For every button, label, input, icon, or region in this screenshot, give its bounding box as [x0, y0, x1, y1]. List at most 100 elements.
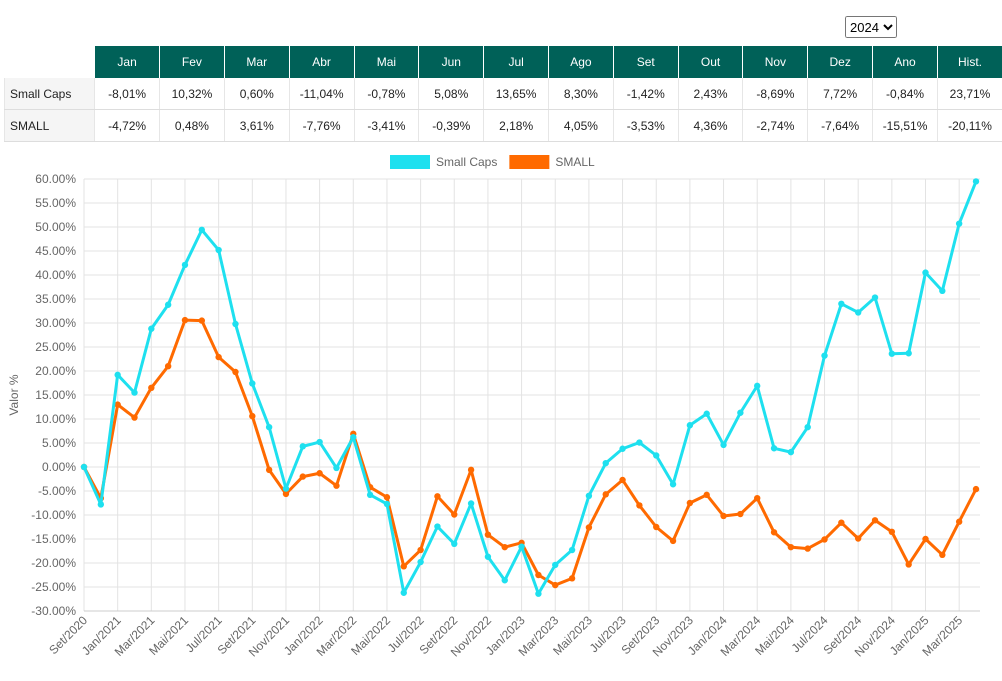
data-point	[905, 350, 912, 357]
data-point	[501, 577, 508, 584]
header-cell: Mai	[353, 46, 419, 78]
data-point	[198, 317, 206, 324]
data-point	[754, 495, 761, 502]
data-point	[366, 491, 374, 499]
data-point	[383, 500, 391, 508]
data-point	[484, 531, 492, 538]
table-cell: -11,04%	[288, 78, 355, 110]
year-select[interactable]: 2024	[845, 16, 897, 38]
data-point	[434, 493, 441, 500]
data-point	[181, 261, 189, 269]
series-line	[82, 318, 978, 587]
table-cell: 4,36%	[677, 109, 743, 142]
table-cell: 3,61%	[223, 109, 290, 142]
y-tick-label: 60.00%	[35, 172, 76, 186]
row-name: SMALL	[3, 109, 95, 142]
data-point	[333, 482, 340, 489]
data-point	[787, 543, 795, 551]
data-point	[451, 511, 458, 518]
data-point	[552, 581, 559, 589]
data-point	[484, 553, 492, 560]
table-cell: -3,53%	[612, 109, 679, 142]
data-point	[602, 491, 609, 498]
table-cell: 2,43%	[677, 78, 743, 110]
table-cell: -8,01%	[94, 78, 160, 110]
y-tick-label: 5.00%	[42, 436, 76, 450]
table-cell: -8,69%	[742, 78, 808, 110]
data-point	[97, 501, 105, 508]
data-point	[80, 463, 88, 471]
data-point	[282, 490, 290, 498]
data-point	[434, 523, 441, 530]
header-cell: Dez	[807, 46, 873, 78]
data-point	[838, 300, 845, 307]
header-cell: Jun	[418, 46, 484, 78]
data-point	[249, 380, 256, 387]
series-line	[82, 180, 978, 596]
header-cell: Ago	[548, 46, 614, 78]
data-point	[131, 414, 138, 421]
data-point	[854, 535, 862, 542]
header-cell: Hist.	[936, 46, 1002, 78]
y-tick-label: -10.00%	[31, 508, 76, 522]
data-point	[350, 434, 357, 441]
data-point	[585, 524, 593, 531]
legend-swatch	[509, 155, 550, 169]
data-point	[131, 389, 138, 396]
monthly-table: Jan Fev Mar Abr Mai Jun Jul Ago Set Out Nov Dez Ano H…	[3, 46, 1002, 142]
header-blank	[4, 46, 95, 78]
data-point	[619, 476, 626, 484]
data-point	[232, 368, 239, 376]
data-point	[838, 519, 845, 526]
data-point	[619, 445, 626, 452]
data-point	[501, 543, 508, 551]
y-tick-label: 45.00%	[35, 244, 76, 258]
data-point	[232, 320, 239, 328]
data-point	[686, 499, 694, 507]
data-point	[754, 382, 761, 390]
data-point	[636, 439, 643, 446]
y-tick-label: 50.00%	[35, 220, 76, 234]
table-cell: 0,60%	[223, 78, 290, 110]
table-cell: -20,11%	[936, 109, 1002, 142]
header-cell: Fev	[159, 46, 225, 78]
data-point	[249, 412, 256, 420]
y-tick-label: 35.00%	[35, 292, 76, 306]
legend-swatch	[390, 155, 430, 169]
table-cell: 23,71%	[936, 78, 1002, 110]
data-point	[888, 350, 896, 357]
data-point	[148, 325, 155, 332]
data-point	[922, 535, 929, 543]
data-point	[215, 246, 222, 254]
header-row: Jan Fev Mar Abr Mai Jun Jul Ago Set Out Nov Dez Ano H…	[4, 46, 1002, 78]
data-point	[653, 452, 660, 459]
data-point	[400, 563, 407, 570]
data-point	[467, 466, 475, 474]
legend-label: SMALL	[555, 155, 595, 169]
data-point	[181, 316, 189, 324]
y-tick-label: -20.00%	[31, 556, 76, 570]
data-point	[400, 589, 407, 596]
data-point	[939, 551, 946, 559]
data-point	[265, 423, 273, 431]
data-point	[737, 409, 744, 416]
header-cell: Ano	[872, 46, 938, 78]
data-point	[804, 545, 811, 552]
y-tick-label: 55.00%	[35, 196, 76, 210]
data-point	[467, 500, 475, 507]
data-point	[703, 410, 710, 417]
data-point	[451, 540, 458, 547]
header-cell: Jan	[94, 46, 160, 78]
data-point	[972, 178, 980, 185]
table-cell: -7,76%	[288, 109, 355, 142]
data-point	[821, 536, 828, 543]
data-point	[316, 470, 323, 477]
data-point	[164, 363, 172, 370]
data-point	[955, 220, 963, 227]
table-cell: -0,39%	[418, 109, 484, 142]
table-cell: 0,48%	[159, 109, 225, 142]
data-point	[703, 491, 710, 499]
data-point	[922, 269, 929, 276]
data-point	[888, 528, 896, 535]
data-point	[518, 543, 525, 550]
